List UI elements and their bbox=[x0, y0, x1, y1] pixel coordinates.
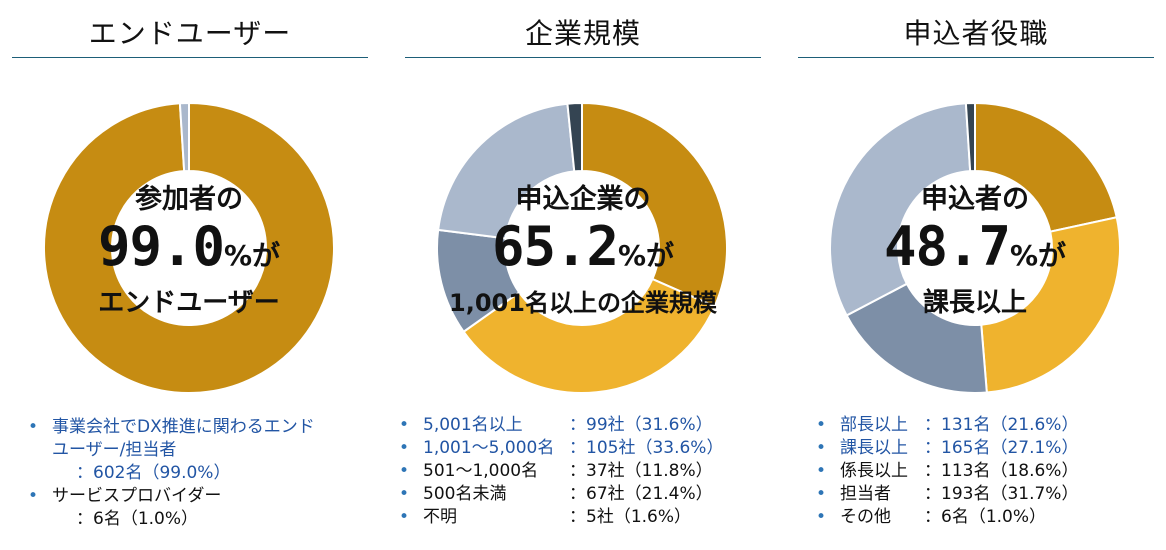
donut-slice bbox=[974, 101, 1118, 233]
center-line3: 1,001名以上の企業規模 bbox=[449, 289, 717, 317]
legend-value: ：602名（99.0%） bbox=[76, 463, 231, 483]
donut-slice bbox=[980, 216, 1121, 394]
donut-slice bbox=[566, 101, 583, 173]
title-underline bbox=[12, 57, 368, 58]
bullet-icon: • bbox=[816, 415, 827, 435]
center-unit: %が bbox=[223, 239, 281, 272]
bullet-icon: • bbox=[816, 507, 827, 527]
legend-label: 1,001～5,000名 bbox=[423, 438, 555, 458]
donut-slice bbox=[462, 277, 717, 394]
center-value: 99.0%が bbox=[40, 217, 338, 286]
legend-label: 不明 bbox=[423, 507, 457, 527]
donut-center-text: 申込企業の 65.2%が 1,001名以上の企業規模 bbox=[405, 183, 761, 320]
legend-item: • 担当者 ：193名（31.7%） bbox=[816, 483, 1154, 506]
donut-slice bbox=[829, 102, 972, 317]
center-line1: 申込企業の bbox=[515, 184, 651, 215]
panel-title: 企業規模 bbox=[524, 17, 641, 50]
donut-slice bbox=[43, 101, 335, 394]
legend-value-row: ：6名（1.0%） bbox=[28, 508, 368, 531]
legend-item: • 1,001～5,000名 ：105社（33.6%） bbox=[399, 437, 759, 460]
center-percent: 48.7 bbox=[883, 215, 1011, 278]
bullet-icon: • bbox=[399, 484, 410, 504]
legend-item: • 係長以上 ：113名（18.6%） bbox=[816, 460, 1154, 483]
legend-item-cont: ユーザー/担当者 bbox=[28, 439, 368, 462]
center-unit: %が bbox=[1009, 239, 1067, 272]
bullet-icon: • bbox=[399, 438, 410, 458]
legend-value: ：105社（33.6%） bbox=[569, 438, 724, 458]
center-percent: 65.2 bbox=[491, 215, 619, 278]
center-percent: 99.0 bbox=[97, 215, 225, 278]
donut-slice bbox=[581, 101, 728, 308]
legend-label: サービスプロバイダー bbox=[52, 486, 222, 506]
panel-end-user: エンドユーザー 参加者の 99.0%が エンドユーザー • 事業会社でDX推進に… bbox=[12, 0, 368, 550]
legend-label: 5,001名以上 bbox=[423, 415, 523, 435]
center-line1: 申込者の bbox=[921, 184, 1029, 215]
legend-value: ：99社（31.6%） bbox=[569, 415, 713, 435]
bullet-icon: • bbox=[399, 507, 410, 527]
donut-slice bbox=[437, 102, 576, 240]
legend-item: • その他 ：6名（1.0%） bbox=[816, 506, 1154, 529]
legend-label: その他 bbox=[840, 507, 891, 527]
legend-item: • 500名未満 ：67社（21.4%） bbox=[399, 483, 759, 506]
title-underline bbox=[798, 57, 1154, 58]
center-line1: 参加者の bbox=[135, 184, 243, 215]
legend-label: 課長以上 bbox=[840, 438, 908, 458]
donut-slice bbox=[178, 101, 190, 173]
legend-item: • 不明 ：5社（1.6%） bbox=[399, 506, 759, 529]
center-line3: 課長以上 bbox=[922, 288, 1027, 318]
donut-chart bbox=[829, 101, 1121, 394]
legend-item: • 課長以上 ：165名（27.1%） bbox=[816, 437, 1154, 460]
legend-label: 担当者 bbox=[840, 484, 891, 504]
legend-item: • サービスプロバイダー bbox=[28, 485, 368, 508]
legend-value: ：165名（27.1%） bbox=[924, 438, 1079, 458]
center-unit: %が bbox=[617, 239, 675, 272]
legend-value: ：6名（1.0%） bbox=[924, 507, 1047, 527]
donut-chart bbox=[43, 101, 335, 394]
center-value: 65.2%が bbox=[405, 217, 761, 286]
donut-slice bbox=[964, 101, 976, 173]
center-line3: エンドユーザー bbox=[98, 288, 280, 318]
legend-value: ：5社（1.6%） bbox=[569, 507, 692, 527]
legend-label: 係長以上 bbox=[840, 461, 908, 481]
donut-center-text: 申込者の 48.7%が 課長以上 bbox=[826, 183, 1124, 320]
title-underline bbox=[405, 57, 761, 58]
legend-item: • 事業会社でDX推進に関わるエンド bbox=[28, 416, 368, 439]
donut-center-text: 参加者の 99.0%が エンドユーザー bbox=[40, 183, 338, 320]
bullet-icon: • bbox=[816, 484, 827, 504]
bullet-icon: • bbox=[816, 461, 827, 481]
panel-job-title: 申込者役職 申込者の 48.7%が 課長以上 • 部長以上 ：131名（21.6… bbox=[798, 0, 1154, 550]
legend-label: 501～1,000名 bbox=[423, 461, 539, 481]
legend: • 5,001名以上 ：99社（31.6%） • 1,001～5,000名 ：1… bbox=[399, 414, 759, 529]
panel-company-size: 企業規模 申込企業の 65.2%が 1,001名以上の企業規模 • 5,001名… bbox=[399, 0, 761, 550]
legend-label-line2: ユーザー/担当者 bbox=[52, 440, 177, 460]
legend-value: ：193名（31.7%） bbox=[924, 484, 1079, 504]
legend-item: • 5,001名以上 ：99社（31.6%） bbox=[399, 414, 759, 437]
legend-label: 事業会社でDX推進に関わるエンド bbox=[52, 417, 315, 437]
legend-item: • 部長以上 ：131名（21.6%） bbox=[816, 414, 1154, 437]
legend-value-row: ：602名（99.0%） bbox=[28, 462, 368, 485]
panel-title: エンドユーザー bbox=[88, 17, 292, 50]
bullet-icon: • bbox=[399, 415, 410, 435]
donut-chart bbox=[436, 101, 728, 394]
legend-label: 500名未満 bbox=[423, 484, 507, 504]
legend-value: ：113名（18.6%） bbox=[924, 461, 1079, 481]
legend-value: ：6名（1.0%） bbox=[76, 509, 199, 529]
panel-title: 申込者役職 bbox=[903, 17, 1049, 50]
bullet-icon: • bbox=[28, 486, 39, 506]
bullet-icon: • bbox=[816, 438, 827, 458]
bullet-icon: • bbox=[399, 461, 410, 481]
legend-value: ：131名（21.6%） bbox=[924, 415, 1079, 435]
center-value: 48.7%が bbox=[826, 217, 1124, 286]
legend: • 事業会社でDX推進に関わるエンド ユーザー/担当者 ：602名（99.0%）… bbox=[28, 416, 368, 531]
legend-item: • 501～1,000名 ：37社（11.8%） bbox=[399, 460, 759, 483]
legend: • 部長以上 ：131名（21.6%） • 課長以上 ：165名（27.1%） … bbox=[816, 414, 1154, 529]
legend-label: 部長以上 bbox=[840, 415, 908, 435]
bullet-icon: • bbox=[28, 417, 39, 437]
legend-value: ：67社（21.4%） bbox=[569, 484, 713, 504]
legend-value: ：37社（11.8%） bbox=[569, 461, 713, 481]
